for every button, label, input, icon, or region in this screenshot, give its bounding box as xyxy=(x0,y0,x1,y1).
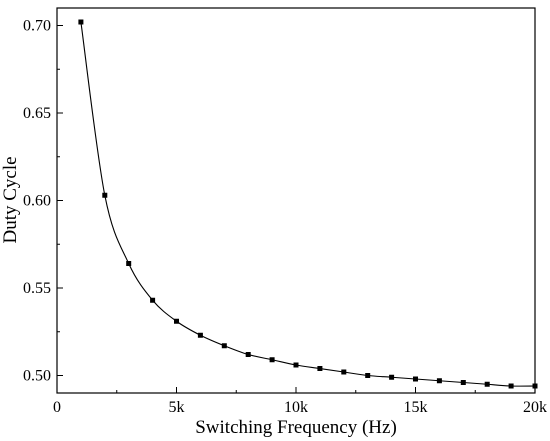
data-point xyxy=(221,343,227,349)
x-axis-title: Switching Frequency (Hz) xyxy=(195,417,397,438)
data-point xyxy=(78,19,84,25)
x-tick-label: 0 xyxy=(53,399,61,416)
data-point xyxy=(413,376,418,382)
data-point xyxy=(197,332,203,338)
data-point xyxy=(389,374,395,380)
data-point xyxy=(532,383,538,389)
series-markers xyxy=(78,19,538,389)
data-point xyxy=(174,318,179,324)
x-tick-label: 20k xyxy=(523,399,547,416)
data-point xyxy=(293,362,299,368)
data-point xyxy=(365,373,371,378)
data-point xyxy=(245,352,251,357)
data-point xyxy=(150,297,156,303)
y-tick-label: 0.65 xyxy=(23,105,51,122)
y-tick-label: 0.60 xyxy=(23,193,51,210)
series-line xyxy=(80,21,536,387)
y-axis-title: Duty Cycle xyxy=(0,156,21,243)
data-point xyxy=(484,381,490,387)
x-tick-label: 15k xyxy=(404,399,428,416)
data-point xyxy=(126,261,132,266)
y-tick-label: 0.50 xyxy=(23,368,51,385)
data-point xyxy=(508,383,514,389)
data-point xyxy=(317,366,323,371)
y-axis: 0.50 0.55 0.60 0.65 0.70 xyxy=(23,18,63,385)
data-point xyxy=(436,378,442,384)
data-point xyxy=(269,357,275,363)
y-tick-label: 0.55 xyxy=(23,280,51,297)
x-axis: 0 5k 10k 15k 20k xyxy=(53,387,547,416)
x-tick-label: 10k xyxy=(284,399,308,416)
x-tick-label: 5k xyxy=(169,399,185,416)
data-point xyxy=(460,380,466,385)
data-point xyxy=(341,369,347,375)
y-tick-label: 0.70 xyxy=(23,18,51,35)
plot-frame xyxy=(56,7,536,394)
data-point xyxy=(102,192,108,198)
